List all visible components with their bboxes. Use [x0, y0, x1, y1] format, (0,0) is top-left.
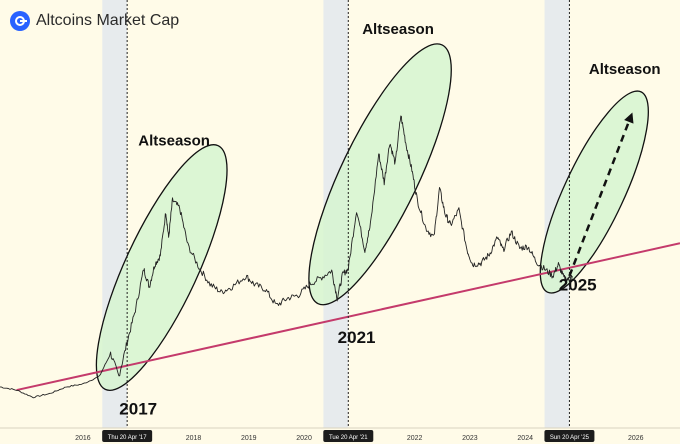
highlighted-date-box-1: [102, 430, 153, 442]
x-tick-2024: 2024: [517, 435, 533, 442]
highlighted-date-2: Tue 20 Apr '21: [329, 435, 368, 441]
x-tick-2023: 2023: [462, 435, 478, 442]
projection-arrow-line: [568, 117, 632, 277]
price-series-1: [0, 115, 573, 399]
cycle-year-label-2025: 2025: [559, 276, 597, 295]
altseason-label-3: Altseason: [589, 61, 661, 78]
altseason-label-2: Altseason: [362, 21, 434, 38]
projection-arrow-head: [624, 112, 634, 124]
highlighted-date-box-3: [544, 430, 595, 442]
highlighted-date-1: Thu 20 Apr '17: [108, 435, 148, 441]
cycle-ellipse-1: [95, 144, 228, 391]
cycle-ellipse-3: [539, 90, 649, 294]
x-tick-2018: 2018: [186, 435, 202, 442]
highlighted-date-3: Sun 20 Apr '25: [550, 435, 590, 441]
x-tick-2019: 2019: [241, 435, 257, 442]
cycle-ellipse-2: [308, 43, 452, 306]
chart-title: Altcoins Market Cap: [36, 12, 180, 29]
x-tick-2020: 2020: [296, 435, 312, 442]
x-tick-2022: 2022: [407, 435, 423, 442]
tradingview-logo-icon: [10, 11, 30, 31]
altseason-label-1: Altseason: [138, 133, 210, 150]
cycle-year-label-2021: 2021: [338, 328, 376, 347]
chart-header: Altcoins Market Cap: [10, 11, 179, 31]
x-tick-2026: 2026: [628, 435, 644, 442]
cycle-year-label-2017: 2017: [119, 400, 157, 419]
x-tick-2016: 2016: [75, 435, 91, 442]
highlighted-date-box-2: [323, 430, 374, 442]
